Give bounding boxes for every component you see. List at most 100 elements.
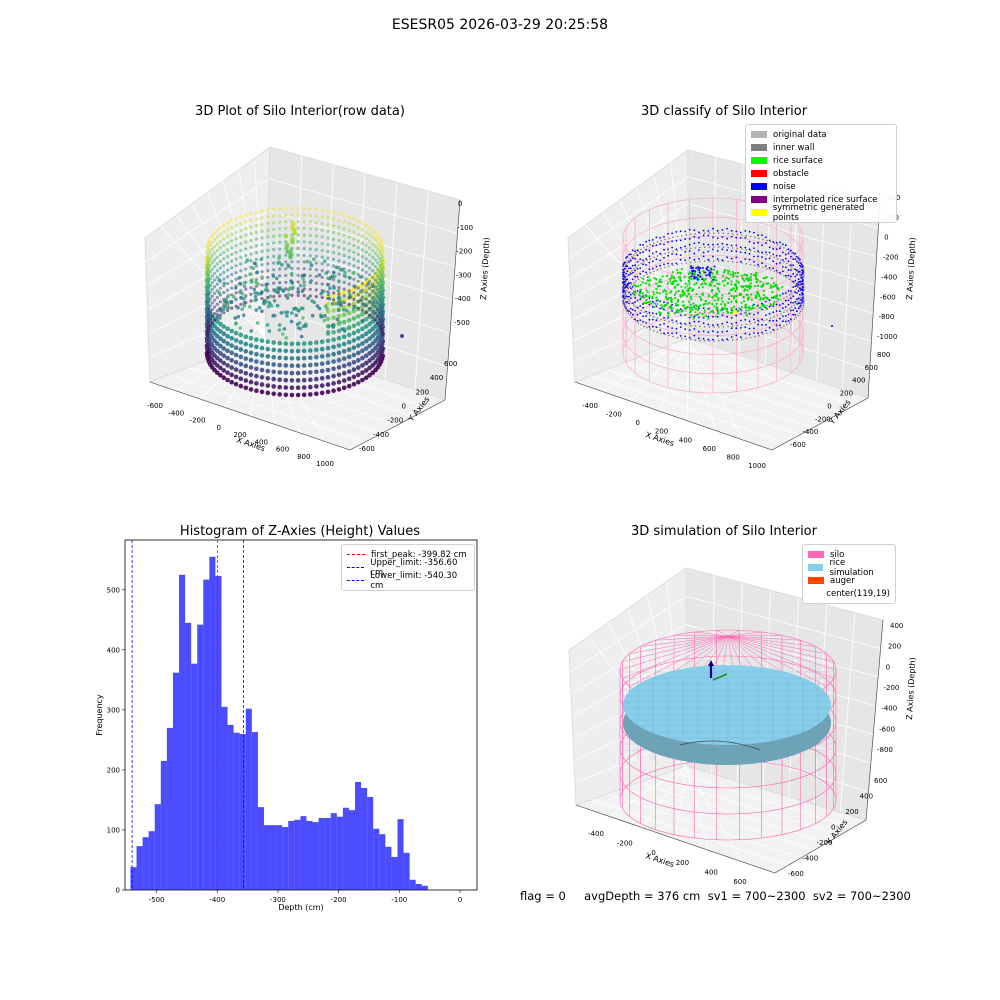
plot2-point-rice — [766, 298, 769, 301]
histogram-bar — [172, 672, 180, 890]
plot2-point-rice — [721, 307, 724, 310]
plot2-point-noise — [790, 290, 792, 292]
plot4-x-tick-label: 0 — [651, 849, 655, 857]
plot1-point — [351, 374, 357, 380]
plot3-y-tick-label: 200 — [107, 766, 120, 774]
plot3-x-tick-label: 0 — [458, 896, 462, 904]
plot2-point-rice — [775, 283, 778, 286]
plot1-point — [347, 269, 351, 273]
plot1-point — [210, 308, 214, 312]
histogram-bar — [415, 884, 422, 890]
plot2-point-noise — [753, 327, 755, 330]
plot1-z-ticks: 0-100-200-300-400-500 — [454, 200, 473, 327]
plot2-point-noise — [645, 271, 647, 274]
plot4-auger — [712, 673, 728, 681]
plot1-y-tick-label: -400 — [373, 431, 389, 439]
plot2-point-wall — [626, 282, 628, 285]
plot2-point-noise — [712, 243, 714, 246]
plot1-point — [225, 355, 230, 361]
plot2-point-noise — [702, 330, 705, 333]
plot2-point-noise — [765, 258, 767, 260]
plot2-point-rice — [730, 300, 733, 303]
plot2-point-noise — [631, 264, 634, 267]
plot3-legend-label: Lower_limit: -540.30 cm — [370, 570, 458, 591]
plot2-point-wall — [769, 255, 772, 257]
plot2-point-rice — [673, 297, 677, 300]
plot2-point-noise — [779, 271, 781, 274]
plot2-point-wall — [694, 311, 697, 313]
plot2-point-rice — [744, 303, 747, 306]
plot1-point — [238, 332, 244, 338]
plot2-point-noise — [651, 318, 654, 321]
plot1-point — [341, 363, 347, 369]
plot2-legend-swatch — [751, 157, 767, 164]
plot1-point — [336, 357, 342, 363]
plot2-point-rice — [754, 294, 757, 297]
plot1-point — [381, 332, 385, 337]
plot1-point — [337, 286, 341, 290]
plot2-point-rice — [695, 314, 698, 317]
plot2-point-rice — [694, 307, 698, 310]
plot1-point — [340, 327, 344, 331]
plot2-point-noise — [761, 331, 763, 334]
plot1-point — [352, 237, 356, 241]
plot2-point-rice — [708, 307, 711, 310]
plot2-point-rice — [677, 304, 680, 307]
plot2-point-noise — [667, 248, 669, 251]
plot1-point — [336, 350, 342, 356]
plot2-point-noise — [801, 277, 803, 279]
plot3-x-tick-label: -400 — [209, 896, 225, 904]
plot1-point — [380, 269, 384, 273]
plot2-point-wall — [800, 310, 802, 313]
plot2-point-noise — [663, 308, 665, 311]
plot2-point-rice — [757, 293, 760, 296]
plot1-point — [364, 223, 368, 227]
plot2-point-noise — [744, 258, 747, 260]
histogram-bar — [409, 879, 416, 890]
plot2-point-noise — [659, 237, 661, 239]
plot2-point-noise — [757, 241, 759, 244]
plot2-point-noise — [688, 257, 691, 259]
plot1-point — [356, 314, 361, 319]
plot1-point — [373, 298, 377, 302]
plot1-point — [238, 369, 244, 374]
plot1-point — [317, 306, 322, 311]
plot2-point-rice — [663, 304, 666, 307]
histogram-bar — [166, 727, 173, 890]
plot1-point — [244, 220, 248, 224]
plot2-y-tick-label: -200 — [815, 415, 831, 423]
plot2-point-noise — [768, 246, 771, 249]
plot2-point-noise — [784, 253, 787, 256]
plot1-point — [206, 323, 210, 327]
plot2-point-rice — [676, 271, 679, 274]
plot4-z-tick-label: 0 — [886, 663, 890, 671]
plot2-point-rice — [663, 288, 666, 291]
plot2-point-rice — [647, 279, 650, 282]
plot2-point-wall — [626, 261, 628, 264]
plot1-point — [295, 348, 301, 354]
plot2-point-noise — [790, 249, 792, 252]
plot1-point — [285, 249, 290, 254]
plot2-point-wall — [758, 265, 760, 268]
plot2-point-noise — [739, 251, 742, 254]
plot2-point-rice — [751, 304, 754, 307]
plot1-point — [378, 257, 382, 261]
plot2-point-rice — [681, 293, 684, 297]
plot2-y-tick-label: 400 — [852, 377, 865, 385]
plot2-point-noise — [696, 278, 699, 281]
plot1-point — [347, 292, 352, 296]
plot1-point — [259, 375, 265, 380]
plot1-point — [373, 291, 377, 295]
plot2-point-rice — [688, 300, 691, 303]
plot1-point — [351, 323, 357, 329]
plot1-point — [342, 240, 346, 244]
plot2-point-noise — [782, 251, 784, 254]
plot1-point — [222, 281, 226, 286]
plot2-point-noise — [642, 306, 644, 309]
plot1-point — [327, 324, 331, 329]
plot2-point-wall — [795, 288, 797, 291]
plot2-point-rice — [713, 305, 716, 308]
plot1-point — [259, 382, 265, 387]
plot2-point-noise — [735, 314, 738, 317]
plot2-point-wall — [689, 261, 692, 264]
